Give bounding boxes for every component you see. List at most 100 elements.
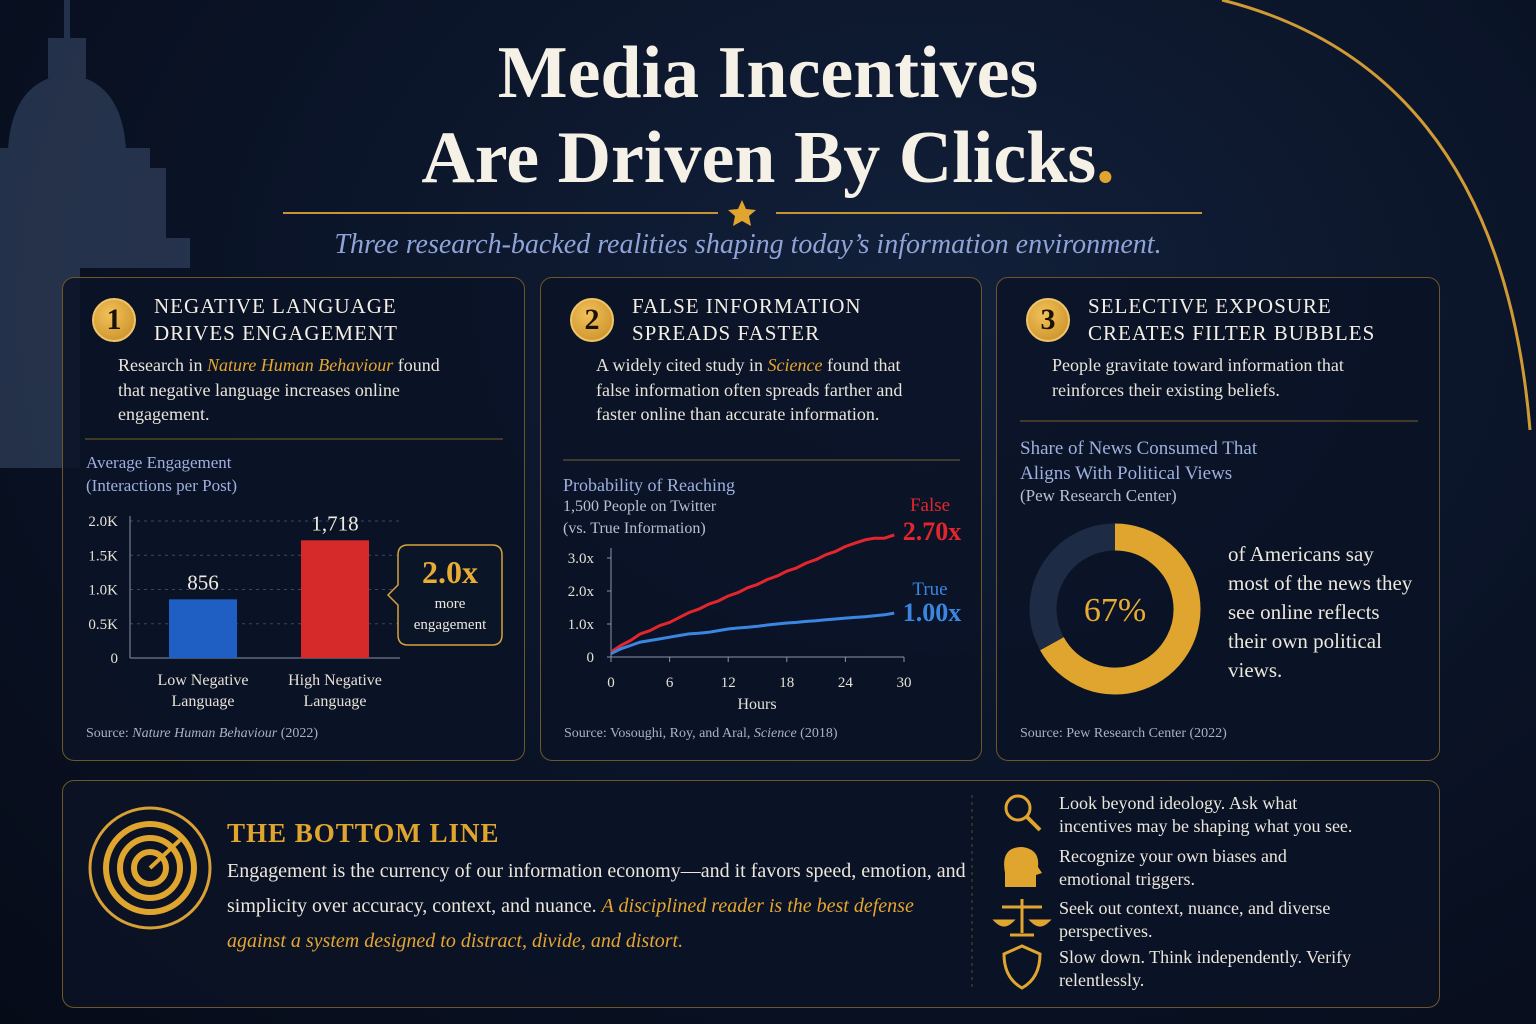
- y-tick-label: 0: [587, 650, 595, 666]
- panel: [540, 277, 982, 761]
- y-tick-label: 2.0x: [568, 584, 595, 600]
- panel-heading: CREATES FILTER BUBBLES: [1088, 321, 1376, 345]
- x-tick-label: 12: [721, 675, 736, 691]
- y-tick-label: 1.0K: [88, 583, 118, 599]
- icon: [992, 919, 1052, 937]
- annotation-value: 2.0x: [422, 554, 478, 590]
- text-run: (2018): [796, 726, 838, 741]
- panel-source: Source: Nature Human Behaviour (2022): [86, 726, 318, 742]
- line-series: [610, 611, 895, 656]
- donut-segment: [1029, 523, 1116, 651]
- annotation-text: more engagement: [413, 596, 487, 633]
- text-run: Engagement is the currency of our inform…: [227, 860, 966, 917]
- end-label: 2.70x: [903, 517, 962, 546]
- icon: [1025, 815, 1042, 832]
- panel: [62, 780, 1440, 1008]
- text-run: found that negative language increases o…: [118, 355, 440, 424]
- icon: [1004, 847, 1042, 887]
- panel-source: Source: Pew Research Center (2022): [1020, 726, 1227, 742]
- tip-text: Look beyond ideology. Ask what incentive…: [1059, 793, 1353, 836]
- panel-body: Research in Nature Human Behaviour found…: [118, 353, 448, 427]
- gold-arc: [1221, 0, 1532, 431]
- x-tick-label: 24: [838, 675, 854, 691]
- chart-title: Probability of Reaching: [563, 475, 735, 495]
- text-run: Source: Vosoughi, Roy, and Aral,: [564, 726, 754, 741]
- chart-subtitle: (vs. True Information): [563, 520, 706, 537]
- panel-heading: DRIVES ENGAGEMENT: [154, 321, 398, 345]
- text-run: Research in: [118, 355, 207, 375]
- text-run: A widely cited study in: [596, 355, 768, 375]
- panel-source: Source: Vosoughi, Roy, and Aral, Science…: [564, 726, 837, 742]
- panel: [62, 277, 525, 761]
- panel-heading: NEGATIVE LANGUAGE: [154, 294, 397, 318]
- title-accent: .: [1096, 117, 1115, 199]
- x-axis-label: Hours: [737, 696, 776, 713]
- panel-body: A widely cited study in Science found th…: [596, 353, 906, 427]
- donut-caption: of Americans say most of the news they s…: [1228, 542, 1413, 682]
- panel-body: People gravitate toward information that…: [1052, 353, 1372, 402]
- x-tick-label: 18: [779, 675, 794, 691]
- icon: [88, 806, 212, 930]
- y-tick-label: 0: [111, 651, 119, 667]
- panel-heading: SELECTIVE EXPOSURE: [1088, 294, 1332, 318]
- chart-subtitle: (Pew Research Center): [1020, 486, 1177, 505]
- bottom-body: Engagement is the currency of our inform…: [227, 854, 967, 959]
- chart-subtitle: (Interactions per Post): [86, 476, 238, 495]
- annotation-box: [386, 544, 503, 646]
- icon: [103, 821, 197, 915]
- center-label: 67%: [1084, 592, 1146, 629]
- x-tick-label: 6: [666, 675, 674, 691]
- bottom-title: THE BOTTOM LINE: [227, 818, 500, 848]
- y-tick-label: 2.0K: [88, 514, 118, 530]
- emphasis: Nature Human Behaviour: [206, 355, 394, 375]
- emphasis: A disciplined reader is the best defense…: [227, 895, 914, 952]
- donut-segment: [1040, 523, 1201, 695]
- chart-title: Average Engagement: [86, 453, 232, 472]
- text-run: Source:: [86, 726, 133, 741]
- text-run: Source: Pew Research Center (2022): [1020, 726, 1227, 741]
- capitol: [0, 0, 190, 468]
- icon: [148, 838, 182, 870]
- title-line: Are Driven By Clicks.: [0, 113, 1536, 203]
- y-tick-label: 1.5K: [88, 548, 118, 564]
- end-label: 1.00x: [903, 598, 962, 627]
- tip-text: Seek out context, nuance, and diverse pe…: [1059, 898, 1331, 941]
- y-tick-label: 1.0x: [568, 617, 595, 633]
- line-series: [610, 533, 895, 654]
- emphasis: Science: [753, 726, 797, 741]
- title-text: Are Driven By Clicks: [421, 117, 1097, 199]
- title-line: Media Incentives: [497, 32, 1039, 114]
- text-run: People gravitate toward information that…: [1052, 355, 1344, 400]
- value-label: 1,718: [311, 511, 358, 535]
- y-tick-label: 0.5K: [88, 617, 118, 633]
- tip-text: Slow down. Think independently. Verify r…: [1059, 947, 1352, 990]
- number-badge: 1: [92, 298, 136, 342]
- bar: [169, 599, 237, 658]
- value-label: 856: [187, 570, 219, 594]
- y-tick-label: 3.0x: [568, 551, 595, 567]
- x-tick-label: 30: [897, 675, 912, 691]
- text-run: found that false information often sprea…: [596, 355, 903, 424]
- chart-title: Share of News Consumed That Aligns With …: [1020, 438, 1258, 484]
- star: [728, 200, 756, 226]
- icon: [1004, 794, 1032, 822]
- icon: [117, 835, 183, 901]
- x-tick-label: 0: [607, 675, 615, 691]
- legend-label: True: [912, 579, 947, 600]
- number-badge: 3: [1026, 298, 1070, 342]
- icon: [1002, 944, 1042, 990]
- panel-heading: FALSE INFORMATION: [632, 294, 862, 318]
- panel-heading: SPREADS FASTER: [632, 321, 821, 345]
- category-label: Low Negative Language: [157, 672, 249, 710]
- icon: [131, 849, 169, 887]
- legend-label: False: [910, 495, 950, 516]
- subtitle: Three research-backed realities shaping …: [334, 229, 1162, 260]
- emphasis: Science: [767, 355, 823, 375]
- emphasis: Nature Human Behaviour: [132, 726, 278, 741]
- category-label: High Negative Language: [288, 672, 382, 710]
- bar: [301, 540, 369, 658]
- chart-subtitle: 1,500 People on Twitter: [563, 498, 717, 515]
